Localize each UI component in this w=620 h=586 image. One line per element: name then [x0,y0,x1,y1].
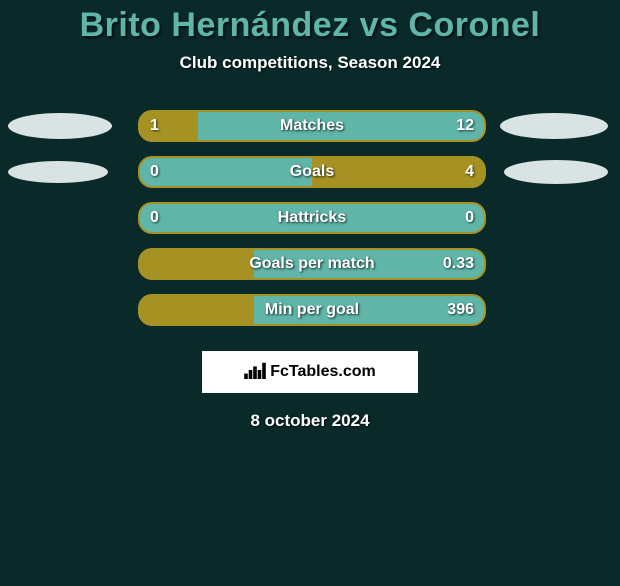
player-right-badge [504,160,608,184]
stat-label: Hattricks [140,204,484,232]
stat-value-right: 0.33 [433,250,484,278]
player-left-badge [8,161,108,183]
stat-value-right: 12 [446,112,484,140]
stat-value-left: 0 [140,158,169,186]
stat-value-left: 0 [140,204,169,232]
stat-label: Min per goal [140,296,484,324]
stat-value-left [140,250,160,278]
stat-value-left: 1 [140,112,169,140]
stat-bar: 0 4Goals [138,156,486,188]
player-left-badge [8,113,112,139]
stat-row: 1 12Matches [0,103,620,149]
stat-row: 0.33Goals per match [0,241,620,287]
stat-value-right: 396 [437,296,484,324]
stat-bar: 0.33Goals per match [138,248,486,280]
stat-row: 396Min per goal [0,287,620,333]
stat-value-right: 0 [455,204,484,232]
stat-label: Goals [140,158,484,186]
stat-value-left [140,296,160,324]
stat-bar: 396Min per goal [138,294,486,326]
stat-rows-container: 112Matches04Goals00Hattricks0.33Goals pe… [0,103,620,333]
stat-value-right: 4 [455,158,484,186]
stat-bar: 0 0Hattricks [138,202,486,234]
stat-label: Matches [140,112,484,140]
comparison-title: Brito Hernández vs Coronel [0,6,620,45]
bar-chart-icon [244,361,266,384]
brand-box: FcTables.com [202,351,418,393]
brand-text: FcTables.com [270,363,376,381]
stat-bar: 1 12Matches [138,110,486,142]
snapshot-date: 8 october 2024 [0,411,620,431]
stat-row: 0 0Hattricks [0,195,620,241]
comparison-subtitle: Club competitions, Season 2024 [0,53,620,73]
stat-row: 0 4Goals [0,149,620,195]
player-right-badge [500,113,608,139]
